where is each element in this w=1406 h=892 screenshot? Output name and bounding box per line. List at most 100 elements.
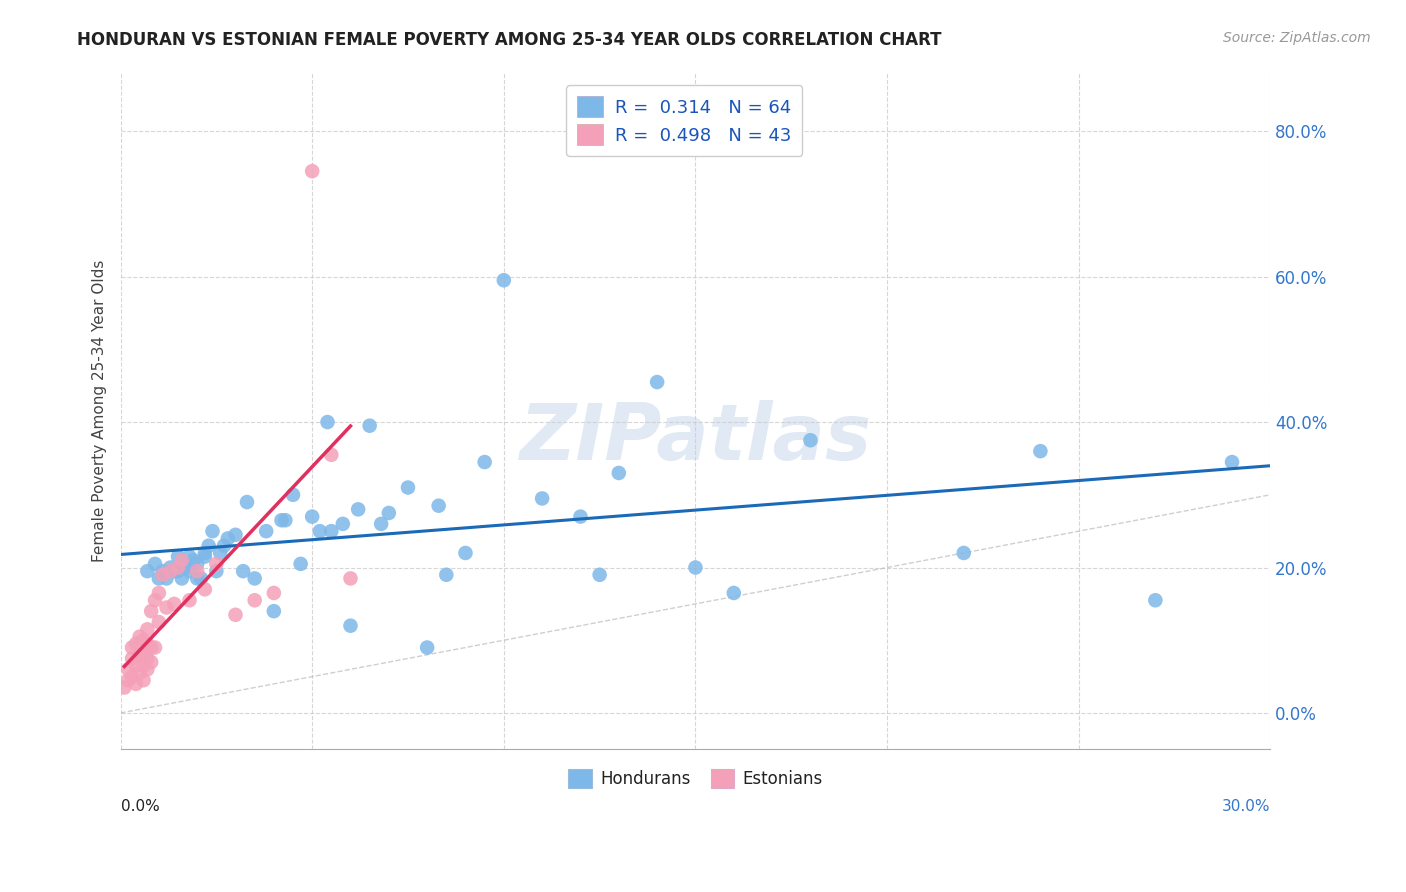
Point (236, 495, 259, 509)
Point (359, 418, 381, 433)
Text: 30.0%: 30.0% (1222, 799, 1271, 814)
Point (243, 571, 266, 585)
Point (308, 524, 330, 538)
Point (263, 604, 285, 618)
Point (167, 549, 190, 564)
Point (454, 546, 477, 560)
Point (136, 564, 159, 578)
Point (194, 582, 217, 597)
Point (143, 557, 166, 571)
Point (212, 539, 235, 553)
Point (141, 655, 163, 669)
Point (128, 648, 150, 662)
Point (174, 560, 197, 574)
Point (136, 662, 159, 676)
Point (125, 677, 148, 691)
Point (117, 673, 139, 688)
Point (186, 564, 208, 578)
Point (217, 532, 239, 546)
Point (183, 553, 205, 567)
Point (167, 564, 190, 578)
Point (128, 630, 150, 644)
Point (321, 524, 343, 538)
Point (290, 557, 312, 571)
Point (125, 658, 148, 673)
Point (186, 571, 208, 585)
Point (197, 539, 219, 553)
Point (434, 567, 457, 582)
Point (128, 665, 150, 680)
Point (159, 560, 181, 574)
Point (281, 488, 304, 502)
Point (799, 434, 821, 448)
Point (316, 415, 339, 429)
Point (163, 597, 186, 611)
Point (132, 673, 155, 688)
Point (685, 560, 707, 574)
Text: ZIPatlas: ZIPatlas (519, 401, 872, 476)
Point (243, 593, 266, 607)
Point (1029, 444, 1052, 458)
Point (148, 615, 170, 629)
Point (416, 640, 439, 655)
Point (205, 564, 228, 578)
Point (225, 528, 247, 542)
Point (427, 499, 450, 513)
Point (645, 375, 668, 389)
Point (121, 651, 143, 665)
Point (125, 637, 148, 651)
Point (225, 607, 247, 622)
Point (1220, 455, 1243, 469)
Point (112, 681, 135, 695)
Point (378, 506, 401, 520)
Y-axis label: Female Poverty Among 25-34 Year Olds: Female Poverty Among 25-34 Year Olds (93, 260, 107, 562)
Text: Source: ZipAtlas.com: Source: ZipAtlas.com (1223, 31, 1371, 45)
Point (148, 586, 170, 600)
Point (136, 623, 159, 637)
Point (474, 455, 496, 469)
Point (263, 586, 285, 600)
Point (152, 567, 174, 582)
Point (143, 593, 166, 607)
Point (152, 564, 174, 578)
Point (179, 564, 201, 578)
Point (209, 546, 232, 560)
Legend: Hondurans, Estonians: Hondurans, Estonians (562, 763, 830, 795)
Point (179, 593, 201, 607)
Point (347, 502, 370, 516)
Point (205, 557, 228, 571)
Point (194, 546, 217, 560)
Point (194, 549, 217, 564)
Point (136, 637, 159, 651)
Point (170, 571, 193, 585)
Point (141, 604, 163, 618)
Point (167, 560, 190, 574)
Point (723, 586, 745, 600)
Point (136, 651, 159, 665)
Point (143, 640, 166, 655)
Point (170, 553, 193, 567)
Point (531, 491, 554, 506)
Point (155, 571, 177, 585)
Point (159, 564, 181, 578)
Point (274, 513, 297, 527)
Point (232, 564, 254, 578)
Text: 0.0%: 0.0% (121, 799, 159, 814)
Point (270, 513, 292, 527)
Point (339, 618, 361, 632)
Point (132, 648, 155, 662)
Point (148, 571, 170, 585)
Point (396, 481, 419, 495)
Point (132, 658, 155, 673)
Point (332, 516, 354, 531)
Point (321, 448, 343, 462)
Point (952, 546, 974, 560)
Point (201, 524, 224, 538)
Point (588, 567, 610, 582)
Point (179, 549, 201, 564)
Point (121, 640, 143, 655)
Text: HONDURAN VS ESTONIAN FEMALE POVERTY AMONG 25-34 YEAR OLDS CORRELATION CHART: HONDURAN VS ESTONIAN FEMALE POVERTY AMON… (77, 31, 942, 49)
Point (132, 633, 155, 648)
Point (121, 670, 143, 684)
Point (301, 509, 323, 524)
